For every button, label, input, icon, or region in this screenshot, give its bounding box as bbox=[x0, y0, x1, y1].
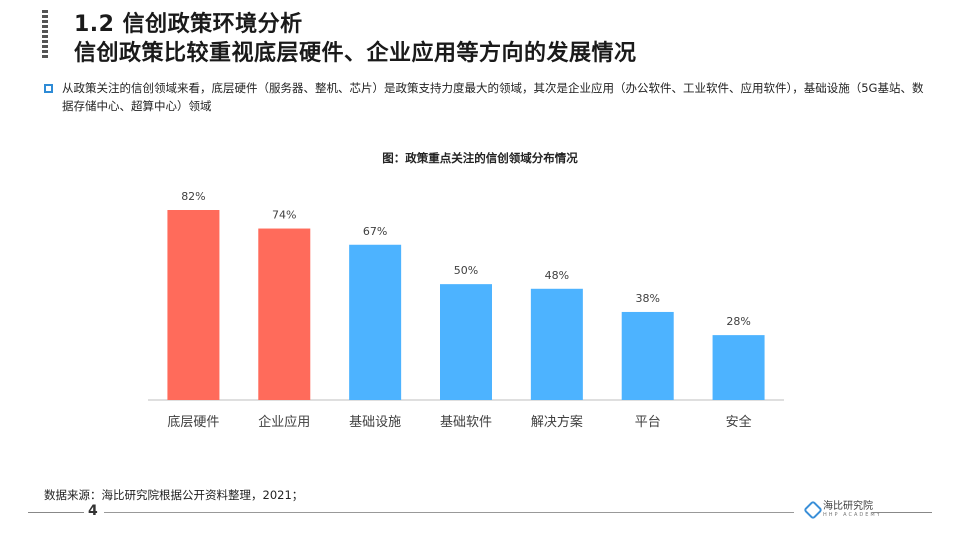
page-number: 4 bbox=[88, 503, 98, 519]
logo-subtext: HHP ACADEMY bbox=[823, 512, 882, 518]
data-label-1: 82% bbox=[181, 190, 205, 203]
category-label-4: 基础软件 bbox=[440, 415, 492, 430]
bullet-square-icon bbox=[44, 84, 53, 93]
page-title: 信创政策比较重视底层硬件、企业应用等方向的发展情况 bbox=[74, 41, 637, 66]
title-accent-bar bbox=[42, 10, 48, 60]
category-label-3: 基础设施 bbox=[349, 415, 401, 430]
category-label-6: 平台 bbox=[635, 415, 661, 430]
intro-text: 从政策关注的信创领域来看，底层硬件（服务器、整机、芯片）是政策支持力度最大的领域… bbox=[62, 81, 924, 113]
source-note: 数据来源：海比研究院根据公开资料整理，2021； bbox=[44, 488, 304, 502]
category-label-5: 解决方案 bbox=[531, 414, 583, 430]
data-label-7: 28% bbox=[726, 315, 750, 328]
bar-3 bbox=[349, 244, 402, 400]
bar-6 bbox=[621, 311, 674, 400]
bar-5 bbox=[530, 288, 583, 400]
chart-title: 图：政策重点关注的信创领域分布情况 bbox=[382, 151, 578, 165]
category-label-1: 底层硬件 bbox=[167, 414, 219, 430]
data-label-3: 67% bbox=[363, 225, 387, 238]
data-label-2: 74% bbox=[272, 209, 296, 222]
category-label-7: 安全 bbox=[726, 414, 752, 430]
bar-7 bbox=[712, 335, 765, 400]
logo-text: 海比研究院 bbox=[823, 501, 873, 512]
data-label-5: 48% bbox=[545, 269, 569, 282]
data-label-6: 38% bbox=[635, 292, 659, 305]
data-label-4: 50% bbox=[454, 264, 478, 277]
bar-4 bbox=[440, 284, 492, 400]
bar-2 bbox=[258, 228, 311, 400]
category-label-2: 企业应用 bbox=[258, 414, 310, 430]
bar-1 bbox=[167, 210, 220, 400]
footer-divider bbox=[104, 512, 794, 513]
section-title: 1.2 信创政策环境分析 bbox=[74, 12, 303, 37]
footer-divider-left bbox=[28, 512, 84, 513]
logo-icon bbox=[803, 500, 823, 520]
footer-divider-right bbox=[872, 512, 932, 513]
footer-logo: 海比研究院 HHP ACADEMY bbox=[803, 500, 882, 520]
